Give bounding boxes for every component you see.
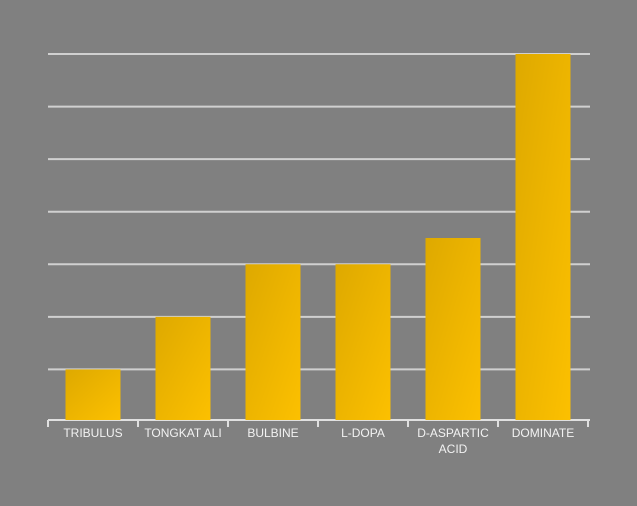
bar-shade: [155, 316, 211, 420]
bar-shade: [335, 264, 391, 420]
x-tick-label: D-ASPARTIC ACID: [417, 426, 489, 456]
bar-shade: [65, 369, 121, 420]
x-tick-label: TONGKAT ALI: [144, 426, 222, 440]
bar-shade: [245, 264, 301, 420]
x-tick-label: DOMINATE: [511, 426, 575, 440]
bar-shade: [425, 238, 481, 420]
x-tick-label: TRIBULUS: [63, 426, 123, 440]
x-tick-label: BULBINE: [247, 426, 299, 440]
bar-shade: [515, 54, 571, 420]
x-tick-label: L-DOPA: [341, 426, 385, 440]
